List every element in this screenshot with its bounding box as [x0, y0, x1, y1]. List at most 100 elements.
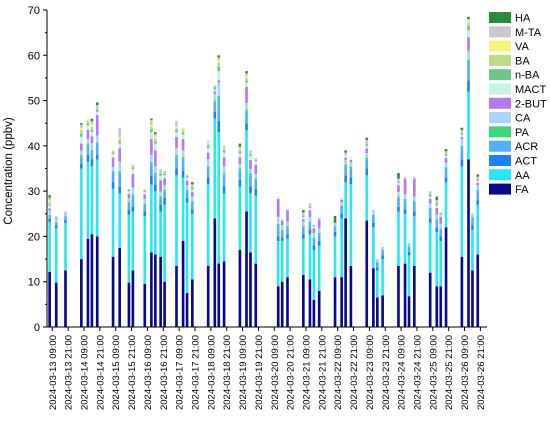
- bar-segment-mact: [428, 196, 432, 199]
- bar-segment-ba: [131, 165, 135, 168]
- bar-segment-m-ta: [222, 145, 226, 149]
- legend-label-aa: AA: [515, 170, 530, 182]
- bar-segment-acr: [254, 179, 258, 189]
- bar-segment-ba: [175, 127, 178, 130]
- bar-segment-act: [407, 251, 411, 256]
- bar-segment-ba: [428, 192, 432, 195]
- bar-stack: [222, 145, 226, 327]
- legend-swatch-act: [489, 155, 511, 166]
- bar-segment-aa: [213, 118, 217, 219]
- bar-segment-ca: [471, 213, 474, 217]
- bar-segment-fa: [143, 283, 147, 327]
- bar-segment-pa: [428, 207, 432, 210]
- bar-segment-acr: [118, 173, 121, 187]
- bar-segment-ca: [249, 168, 252, 174]
- bar-stack: [317, 216, 321, 327]
- bar-segment-acr: [163, 191, 166, 198]
- bar-segment-aa: [312, 250, 316, 300]
- bar-segment-mact: [64, 211, 67, 213]
- bar-segment-mact: [249, 156, 252, 160]
- bar-stack: [185, 173, 189, 327]
- bar-segment-2-but: [181, 139, 185, 151]
- bar-segment-aa: [333, 236, 337, 278]
- bar-segment-fa: [344, 218, 347, 327]
- bar-segment-acr: [439, 229, 443, 237]
- bar-segment-pa: [222, 173, 226, 176]
- bar-segment-2-but: [403, 178, 407, 195]
- bar-segment-aa: [131, 211, 135, 271]
- bar-segment-aa: [340, 218, 343, 278]
- bar-segment-aa: [80, 168, 83, 260]
- y-tick-label: 50: [28, 96, 40, 108]
- bar-segment-fa: [80, 259, 83, 327]
- legend-label-2-but: 2-BUT: [515, 98, 547, 110]
- bar-segment-fa: [302, 274, 305, 327]
- bar-segment-fa: [90, 234, 94, 327]
- bar-segment-va: [154, 136, 157, 139]
- bar-segment-mact: [90, 131, 94, 137]
- bar-stack: [397, 173, 400, 327]
- bar-segment-acr: [333, 227, 337, 232]
- legend-swatch-va: [489, 40, 511, 52]
- bar-segment-acr: [372, 216, 375, 223]
- bar-segment-fa: [111, 256, 115, 327]
- bar-segment-fa: [191, 279, 194, 327]
- bar-segment-ba: [308, 205, 312, 207]
- bar-segment-pa: [127, 202, 131, 204]
- bar-segment-ba: [365, 143, 369, 145]
- bar-segment-ca: [54, 219, 58, 222]
- bar-stack: [159, 168, 162, 327]
- x-tick-label: 2024-03-17 21:00: [190, 335, 201, 410]
- bar-segment-n-ba: [95, 110, 99, 112]
- bar-segment-aa: [118, 193, 121, 248]
- bar-segment-acr: [365, 159, 369, 169]
- bar-segment-act: [302, 234, 305, 239]
- bar-segment-2-but: [90, 136, 94, 144]
- bar-segment-va: [86, 118, 90, 121]
- bar-segment-act: [64, 219, 67, 223]
- x-tick-label: 2024-03-22 21:00: [349, 335, 360, 410]
- bar-segment-n-ba: [131, 167, 135, 170]
- bar-segment-n-ba: [191, 187, 194, 190]
- bar-segment-aa: [127, 214, 131, 283]
- bar-segment-act: [150, 175, 153, 185]
- bar-stack: [280, 218, 284, 327]
- bar-segment-2-but: [213, 91, 217, 94]
- bar-segment-ba: [48, 202, 51, 205]
- bar-segment-ba: [245, 77, 248, 81]
- bar-segment-ca: [460, 139, 464, 146]
- bar-segment-ha: [365, 137, 369, 140]
- bar-segment-ca: [276, 216, 280, 224]
- bar-segment-m-ta: [249, 150, 252, 153]
- bar-segment-ca: [154, 166, 157, 174]
- bar-segment-act: [127, 210, 131, 215]
- bar-segment-acr: [381, 250, 384, 256]
- bar-segment-mact: [111, 154, 115, 158]
- bar-segment-n-ba: [365, 144, 369, 146]
- bar-segment-ha: [90, 118, 94, 122]
- bar-segment-m-ta: [191, 184, 194, 187]
- bar-segment-act: [439, 236, 443, 241]
- bar-segment-2-but: [48, 208, 51, 211]
- y-tick-label: 40: [28, 141, 40, 153]
- bar-segment-acr: [344, 166, 347, 176]
- bar-segment-act: [249, 186, 252, 194]
- bar-segment-n-ba: [111, 152, 115, 155]
- y-tick-label: 0: [34, 322, 40, 334]
- bar-segment-n-ba: [302, 215, 305, 217]
- bar-segment-fa: [276, 286, 280, 327]
- bar-segment-fa: [154, 254, 157, 327]
- bar-segment-ca: [397, 192, 400, 197]
- bar-segment-va: [217, 59, 221, 63]
- bar-segment-ca: [90, 143, 94, 150]
- bar-segment-act: [86, 154, 90, 162]
- bar-segment-aa: [460, 166, 464, 257]
- bar-segment-mact: [286, 208, 289, 211]
- bar-segment-acr: [308, 222, 312, 230]
- bar-segment-mact: [163, 175, 166, 179]
- bar-segment-fa: [86, 238, 90, 327]
- bar-stack: [254, 158, 258, 327]
- bar-segment-acr: [131, 195, 135, 207]
- bar-stack: [86, 118, 90, 327]
- bar-segment-n-ba: [245, 80, 248, 83]
